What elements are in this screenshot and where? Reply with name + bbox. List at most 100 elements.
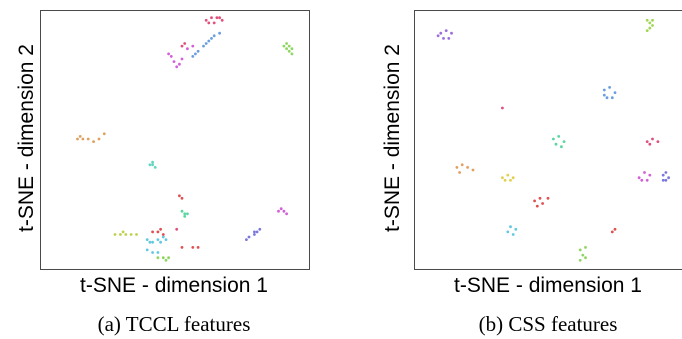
scatter-point-1-6-4	[458, 171, 461, 174]
scatter-point-1-0-5	[436, 34, 440, 38]
scatter-point-1-6-3	[471, 168, 475, 172]
scatter-point-0-17-3	[279, 207, 283, 211]
scatter-point-1-11-0	[506, 230, 510, 234]
scatter-point-0-5-0	[76, 137, 79, 141]
scatter-point-0-11-3	[161, 235, 165, 239]
scatter-point-1-4-4	[554, 142, 558, 146]
scatter-point-0-14-0	[156, 256, 160, 260]
scatter-point-0-0-3	[220, 18, 224, 22]
scatter-point-1-6-0	[455, 166, 459, 169]
scatter-point-0-2-1	[172, 60, 176, 63]
scatter-point-0-16-5	[245, 238, 248, 242]
scatter-point-0-12-0	[151, 230, 155, 234]
scatter-point-0-0-0	[204, 18, 208, 22]
scatter-point-1-8-0	[637, 176, 641, 180]
scatter-point-1-1-0	[645, 18, 649, 22]
scatter-point-0-2-2	[178, 62, 181, 66]
scatter-point-1-11-1	[509, 225, 512, 229]
scatter-point-0-16-2	[255, 230, 259, 234]
scatter-point-0-1-6	[194, 52, 197, 56]
scatter-point-1-9-0	[661, 173, 665, 177]
scatter-point-1-9-3	[664, 178, 668, 182]
scatter-point-0-0-1	[210, 16, 213, 20]
scatter-point-0-16-4	[253, 230, 256, 234]
plot-area-tccl	[40, 10, 310, 270]
scatter-point-0-17-1	[282, 209, 286, 213]
scatter-point-0-1-8	[210, 37, 213, 40]
scatter-point-0-4-3	[290, 52, 294, 56]
scatter-point-1-10-3	[535, 204, 539, 208]
scatter-point-1-8-1	[643, 171, 646, 174]
scatter-point-0-8-1	[183, 212, 187, 216]
scatter-point-0-2-0	[167, 52, 171, 56]
scatter-point-0-15-0	[180, 246, 184, 249]
scatter-point-0-2-6	[169, 55, 173, 58]
scatter-point-0-10-0	[113, 233, 117, 236]
scatter-point-1-7-4	[503, 178, 507, 182]
scatter-point-0-12-3	[159, 227, 163, 231]
caption-css: (b) CSS features	[478, 312, 618, 336]
scatter-point-1-12-0	[610, 230, 614, 234]
scatter-point-0-13-2	[156, 251, 160, 254]
scatter-point-0-4-5	[287, 44, 291, 48]
scatter-point-0-16-0	[247, 235, 251, 239]
scatter-point-1-10-1	[538, 196, 542, 200]
scatter-point-1-7-3	[509, 178, 512, 182]
scatter-point-0-4-0	[282, 44, 286, 48]
scatter-point-1-3-0	[501, 106, 504, 110]
scatter-point-1-4-3	[560, 145, 563, 149]
scatter-point-1-6-1	[460, 163, 464, 167]
scatter-point-1-2-2	[613, 91, 617, 94]
scatter-point-1-7-2	[511, 176, 515, 180]
scatter-point-0-13-0	[145, 248, 149, 252]
scatter-point-0-13-1	[151, 251, 155, 254]
scatter-point-0-14-1	[161, 256, 165, 260]
scatter-point-1-12-1	[613, 227, 617, 231]
caption-tccl: (a) TCCL features	[97, 312, 251, 336]
scatter-point-1-10-2	[541, 202, 544, 205]
scatter-point-1-0-4	[442, 37, 445, 40]
scatter-point-1-5-1	[651, 137, 654, 141]
scatter-point-0-2-4	[186, 47, 189, 51]
scatter-point-0-0-4	[212, 21, 216, 25]
scatter-point-0-10-1	[119, 233, 122, 236]
scatter-point-0-17-0	[277, 209, 280, 213]
scatter-point-0-6-2	[153, 166, 157, 169]
scatter-point-1-10-0	[533, 199, 536, 203]
scatter-point-0-6-3	[151, 160, 155, 164]
scatter-point-1-0-3	[447, 37, 451, 40]
scatter-point-0-11-2	[156, 238, 160, 242]
scatter-point-1-2-5	[602, 93, 606, 97]
plot-area-css	[414, 10, 682, 270]
scatter-point-0-1-0	[191, 55, 195, 58]
scatter-point-0-9-0	[175, 227, 179, 231]
scatter-point-0-0-2	[215, 16, 219, 20]
scatter-point-1-0-0	[439, 31, 443, 35]
scatter-point-1-4-1	[557, 135, 561, 138]
scatter-point-0-17-2	[285, 212, 288, 216]
scatter-point-0-3-0	[180, 44, 184, 48]
scatter-point-0-7-0	[178, 194, 181, 198]
scatter-point-0-0-6	[218, 16, 222, 20]
scatter-point-1-13-2	[581, 253, 585, 257]
scatter-point-0-5-2	[86, 137, 90, 141]
scatter-point-1-4-0	[552, 137, 555, 141]
y-axis-label-css: t-SNE - dimension 2	[381, 44, 404, 232]
scatter-point-0-15-1	[191, 246, 195, 249]
scatter-point-0-6-0	[148, 163, 152, 167]
scatter-point-0-5-5	[102, 132, 106, 136]
scatter-point-0-1-7	[204, 42, 208, 45]
scatter-point-0-14-2	[167, 256, 171, 260]
scatter-point-1-8-4	[640, 178, 644, 182]
scatter-point-0-4-6	[290, 47, 294, 51]
scatter-point-1-13-0	[578, 248, 582, 252]
scatter-point-1-6-2	[466, 166, 469, 169]
scatter-point-0-15-2	[196, 246, 200, 249]
scatter-point-1-13-1	[584, 246, 587, 249]
scatter-point-0-5-1	[81, 137, 85, 141]
scatter-point-1-11-2	[514, 227, 518, 231]
scatter-point-1-11-3	[511, 233, 515, 236]
scatter-point-1-10-4	[546, 196, 550, 200]
scatter-point-0-8-3	[183, 215, 187, 218]
